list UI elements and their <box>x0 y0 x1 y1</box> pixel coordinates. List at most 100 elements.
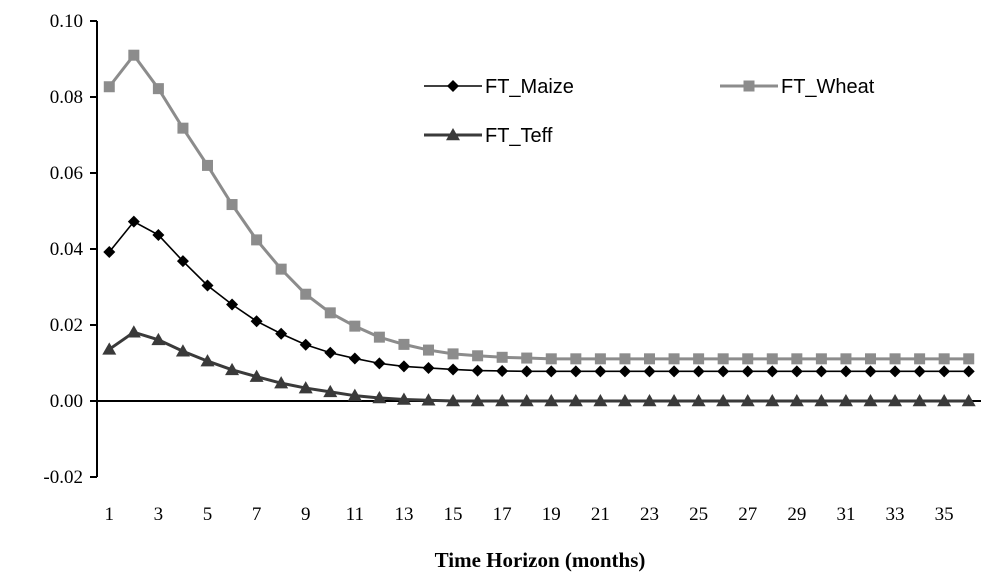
data-point-ft-maize <box>692 365 705 378</box>
data-point-ft-teff <box>740 394 755 407</box>
data-point-ft-maize <box>226 298 239 311</box>
data-point-ft-maize <box>176 255 189 268</box>
x-tick-label: 33 <box>886 504 905 525</box>
data-point-ft-wheat <box>693 353 705 365</box>
data-point-ft-wheat <box>963 353 975 365</box>
data-point-ft-wheat <box>398 338 410 350</box>
y-tick-label: -0.02 <box>43 467 83 488</box>
data-point-ft-teff <box>519 394 534 407</box>
data-point-ft-maize <box>496 364 509 377</box>
legend-label-ft-teff: FT_Teff <box>485 125 553 147</box>
y-tick-label: 0.04 <box>50 239 84 260</box>
data-point-ft-wheat <box>594 353 606 365</box>
x-tick-label: 29 <box>787 504 806 525</box>
data-point-ft-wheat <box>275 263 287 275</box>
data-point-ft-maize <box>397 360 410 373</box>
data-point-ft-teff <box>863 394 878 407</box>
data-point-ft-teff <box>642 394 657 407</box>
data-point-ft-teff <box>372 390 387 404</box>
data-point-ft-wheat <box>619 353 631 365</box>
data-point-ft-teff <box>396 392 411 405</box>
series-line-ft-wheat <box>108 52 969 361</box>
data-point-ft-maize <box>864 365 877 378</box>
data-point-ft-maize <box>668 365 681 378</box>
legend: FT_Maize FT_Wheat FT_Teff <box>424 76 875 147</box>
data-point-ft-teff <box>175 344 190 357</box>
data-point-ft-wheat <box>423 344 434 356</box>
data-point-ft-teff <box>470 394 485 407</box>
data-point-ft-teff <box>421 393 436 406</box>
data-point-ft-teff <box>765 394 780 407</box>
data-point-ft-wheat <box>766 353 778 365</box>
legend-item-ft-wheat: FT_Wheat <box>720 76 875 98</box>
data-point-ft-maize <box>152 228 165 241</box>
data-point-ft-teff <box>151 332 166 346</box>
data-point-ft-teff <box>617 394 632 407</box>
series-ft-teff <box>102 325 976 407</box>
data-point-ft-maize <box>373 357 386 370</box>
x-tick-label: 13 <box>394 504 413 525</box>
legend-marker-ft-wheat <box>743 80 755 92</box>
data-point-ft-teff <box>446 394 461 407</box>
data-point-ft-maize <box>594 365 607 378</box>
series-line-ft-teff <box>108 330 969 403</box>
data-point-ft-wheat <box>128 49 140 61</box>
data-point-ft-maize <box>201 279 214 292</box>
data-point-ft-maize <box>889 365 902 378</box>
data-point-ft-wheat <box>300 288 312 300</box>
data-point-ft-maize <box>643 365 656 378</box>
data-point-ft-maize <box>348 352 361 365</box>
legend-item-ft-teff: FT_Teff <box>424 125 553 147</box>
data-point-ft-maize <box>103 246 116 259</box>
data-point-ft-teff <box>495 394 510 407</box>
data-point-ft-wheat <box>938 353 950 365</box>
y-tick-label: 0.08 <box>50 87 83 108</box>
series-ft-maize <box>103 215 975 378</box>
data-point-ft-wheat <box>349 320 361 332</box>
data-point-ft-wheat <box>815 353 827 365</box>
data-point-ft-maize <box>741 365 754 378</box>
data-point-ft-wheat <box>840 353 852 365</box>
data-point-ft-wheat <box>373 331 385 343</box>
data-point-ft-wheat <box>717 353 729 365</box>
data-point-ft-wheat <box>472 350 484 362</box>
series-layer <box>102 49 976 407</box>
data-point-ft-wheat <box>668 353 680 365</box>
data-point-ft-wheat <box>447 348 459 360</box>
data-point-ft-teff <box>323 384 338 398</box>
data-point-ft-teff <box>347 388 362 401</box>
data-point-ft-teff <box>249 369 264 382</box>
data-point-ft-maize <box>471 364 484 377</box>
y-tick-label: 0.10 <box>50 11 83 32</box>
data-point-ft-wheat <box>177 122 189 134</box>
x-tick-label: 9 <box>301 504 311 525</box>
x-axis-title: Time Horizon (months) <box>435 548 646 572</box>
data-point-ft-teff <box>912 394 927 407</box>
data-point-ft-teff <box>102 342 117 355</box>
x-tick-label: 17 <box>493 504 512 525</box>
data-point-ft-teff <box>126 325 141 338</box>
data-point-ft-teff <box>789 394 804 407</box>
data-point-ft-maize <box>766 365 779 378</box>
tick-labels: -0.020.000.020.040.060.080.101 3 5 7 9 11 13 15… <box>43 11 953 525</box>
data-point-ft-maize <box>815 365 828 378</box>
x-tick-label: 31 <box>836 504 855 525</box>
data-point-ft-maize <box>962 365 975 378</box>
x-tick-label: 5 <box>203 504 213 525</box>
data-point-ft-maize <box>913 365 926 378</box>
y-tick-label: 0.00 <box>50 391 83 412</box>
data-point-ft-wheat <box>152 83 164 95</box>
y-tick-label: 0.02 <box>50 315 83 336</box>
data-point-ft-teff <box>838 394 853 407</box>
data-point-ft-wheat <box>324 307 336 319</box>
legend-label-ft-maize: FT_Maize <box>485 76 574 98</box>
data-point-ft-wheat <box>570 353 582 365</box>
data-point-ft-wheat <box>103 81 115 93</box>
data-point-ft-maize <box>324 346 337 359</box>
series-ft-wheat <box>103 49 975 365</box>
legend-marker-ft-teff <box>446 128 460 141</box>
data-point-ft-wheat <box>742 353 754 365</box>
data-point-ft-teff <box>298 381 313 394</box>
data-point-ft-maize <box>275 327 288 340</box>
